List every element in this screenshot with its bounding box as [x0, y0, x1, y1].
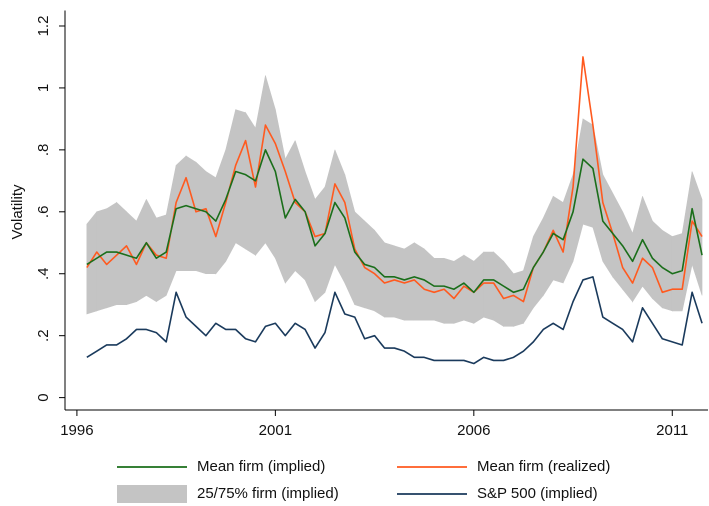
x-tick-label: 2006 [457, 422, 490, 439]
line [86, 56, 703, 303]
band-segment [582, 118, 594, 228]
x-tick-label: 2001 [259, 422, 292, 439]
band-segment [533, 217, 544, 309]
band-segment [175, 155, 187, 271]
line [86, 149, 703, 294]
band-segment [542, 196, 554, 297]
legend-label: 25/75% firm (implied) [197, 485, 339, 502]
band-segment [96, 208, 107, 312]
band-segment [622, 211, 633, 303]
band-segment [572, 118, 584, 262]
y-tick-label: .2 [35, 329, 52, 342]
band-segment [652, 220, 663, 309]
band-segment [304, 171, 316, 302]
y-tick-label: 1.2 [35, 16, 52, 37]
band-segment [374, 229, 385, 318]
band-segment [503, 260, 514, 327]
band-segment [284, 140, 296, 284]
band-segment [245, 111, 256, 256]
y-tick-label: .4 [35, 267, 52, 280]
line [86, 276, 703, 365]
band-segment [185, 155, 197, 271]
legend-label: Mean firm (realized) [477, 458, 610, 475]
legend-swatch [117, 485, 187, 503]
band-segment [235, 109, 246, 250]
y-tick-label: 1 [35, 84, 52, 92]
y-axis-label: Volatility [9, 184, 26, 240]
band-segment [324, 149, 336, 293]
x-tick-label: 2011 [656, 422, 688, 439]
band-segment [562, 174, 574, 284]
band-segment [483, 251, 494, 321]
legend-label: Mean firm (implied) [197, 458, 325, 475]
band-segment [493, 251, 504, 327]
y-tick-label: 0 [35, 393, 52, 401]
y-tick-label: .6 [35, 206, 52, 219]
band-segment [602, 174, 614, 278]
x-tick-label: 1996 [60, 422, 93, 439]
band-segment [195, 161, 207, 275]
y-tick-label: .8 [35, 144, 52, 157]
legend-label: S&P 500 (implied) [477, 485, 598, 502]
band-segment [106, 201, 117, 309]
